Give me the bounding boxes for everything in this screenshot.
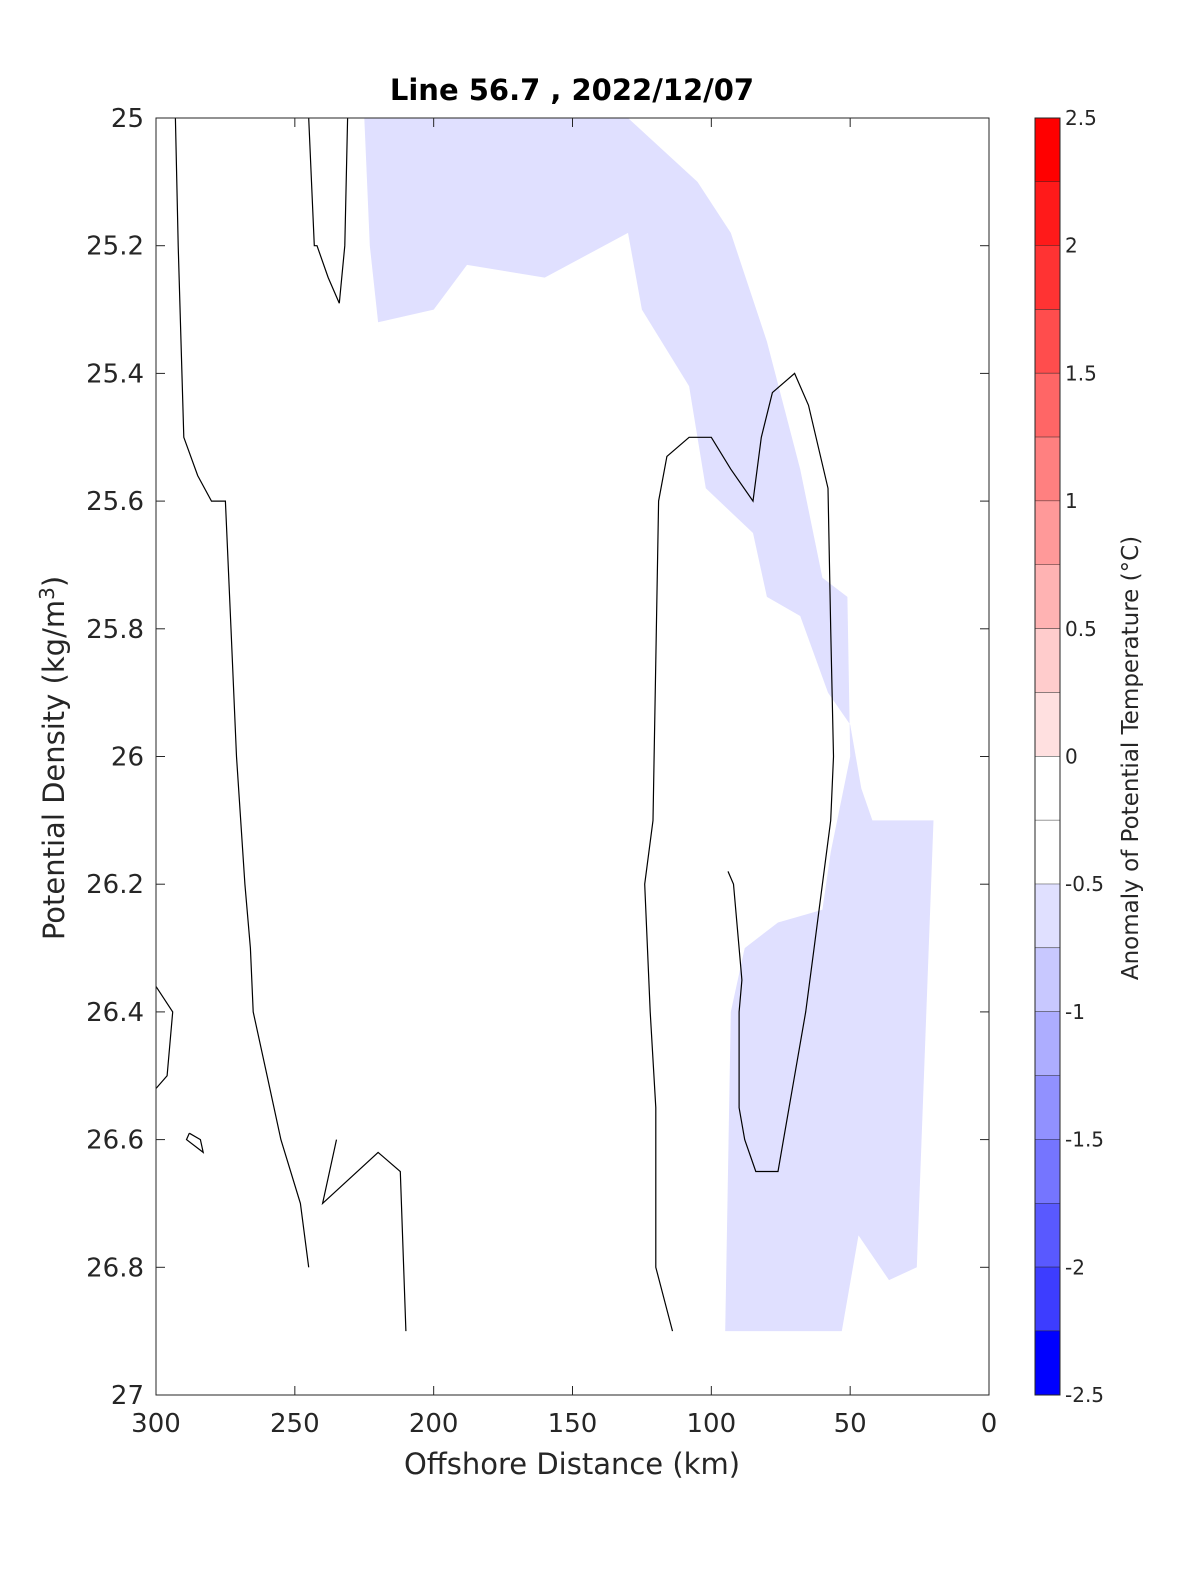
- y-axis-title-close: ): [37, 576, 71, 587]
- colorbar-swatch: [1035, 564, 1060, 629]
- colorbar-swatch: [1035, 820, 1060, 885]
- contour-line-0: [174, 117, 310, 1268]
- y-tick-label: 26.2: [86, 870, 144, 900]
- y-tick-label: 25.6: [86, 487, 144, 517]
- x-tick-label: 200: [409, 1409, 459, 1439]
- colorbar-swatch: [1035, 1075, 1060, 1140]
- plot-area: [155, 117, 989, 1395]
- y-tick-label: 26: [111, 743, 144, 773]
- y-tick-label: 25.2: [86, 232, 144, 262]
- y-tick-label: 25.4: [86, 359, 144, 389]
- y-tick-label: 26.4: [86, 998, 144, 1028]
- colorbar-tick-label: -1.5: [1065, 1128, 1104, 1152]
- colorbar-swatch: [1035, 692, 1060, 757]
- contour-line-3: [644, 372, 835, 1332]
- colorbar: 2.5 2 1.5 1 0.5 0 -0.5 -1 -1.5 -2 -2.5: [1034, 106, 1104, 1407]
- colorbar-tick-label: 0.5: [1065, 617, 1097, 641]
- colorbar-swatch: [1035, 884, 1060, 949]
- colorbar-swatch: [1035, 309, 1060, 374]
- colorbar-swatch: [1035, 373, 1060, 438]
- colorbar-swatch: [1035, 756, 1060, 821]
- colorbar-tick-label: -2: [1065, 1255, 1085, 1279]
- y-axis-title: Potential Density (kg/m3): [35, 576, 71, 940]
- x-tick-label: 0: [981, 1409, 998, 1439]
- colorbar-swatch: [1035, 1011, 1060, 1076]
- colorbar-tick-label: 2.5: [1065, 106, 1097, 130]
- colorbar-swatch: [1035, 1203, 1060, 1268]
- colorbar-tick-label: 0: [1065, 745, 1078, 769]
- colorbar-tick-label: -2.5: [1065, 1383, 1104, 1407]
- x-tick-label: 100: [687, 1409, 737, 1439]
- x-tick-label: 300: [131, 1409, 181, 1439]
- contour-line-1: [308, 117, 349, 304]
- y-tick-label: 25.8: [86, 615, 144, 645]
- y-axis-title-main: Potential Density (kg/m: [37, 600, 71, 940]
- colorbar-box: [1034, 117, 1061, 1396]
- colorbar-swatch: [1035, 437, 1060, 502]
- y-tick-label: 27: [111, 1381, 144, 1411]
- colorbar-tick-label: -1: [1065, 1000, 1085, 1024]
- colorbar-title: Anomaly of Potential Temperature (°C): [1118, 536, 1144, 980]
- x-tick-label: 50: [834, 1409, 867, 1439]
- contour-line-5: [185, 1132, 205, 1154]
- colorbar-swatch: [1035, 1139, 1060, 1204]
- contour-line-4: [155, 986, 174, 1089]
- colorbar-swatch: [1035, 1267, 1060, 1332]
- colorbar-swatch: [1035, 181, 1060, 246]
- colorbar-tick-label: 1.5: [1065, 361, 1097, 385]
- colorbar-swatch: [1035, 948, 1060, 1012]
- colorbar-tick-label: 2: [1065, 234, 1078, 258]
- colorbar-tick-label: 1: [1065, 489, 1078, 513]
- axes: 300 250 200 150 100 50 0 25 25.2 25.4 25.6 25.8 26 26…: [86, 104, 997, 1439]
- x-tick-label: 250: [270, 1409, 320, 1439]
- x-tick-label: 150: [548, 1409, 598, 1439]
- colorbar-swatch: [1035, 118, 1060, 182]
- chart-title: Line 56.7 , 2022/12/07: [390, 73, 754, 107]
- y-tick-label: 26.8: [86, 1253, 144, 1283]
- y-axis-title-sup: 3: [35, 587, 59, 600]
- x-axis-title: Offshore Distance (km): [404, 1447, 740, 1481]
- colorbar-swatch: [1035, 1331, 1060, 1395]
- colorbar-swatch: [1035, 501, 1060, 565]
- y-tick-label: 26.6: [86, 1126, 144, 1156]
- y-tick-label: 25: [111, 104, 144, 134]
- colorbar-swatch: [1035, 245, 1060, 310]
- contour-line-2: [321, 1139, 407, 1332]
- colorbar-tick-label: -0.5: [1065, 872, 1104, 896]
- colorbar-swatch: [1035, 628, 1060, 693]
